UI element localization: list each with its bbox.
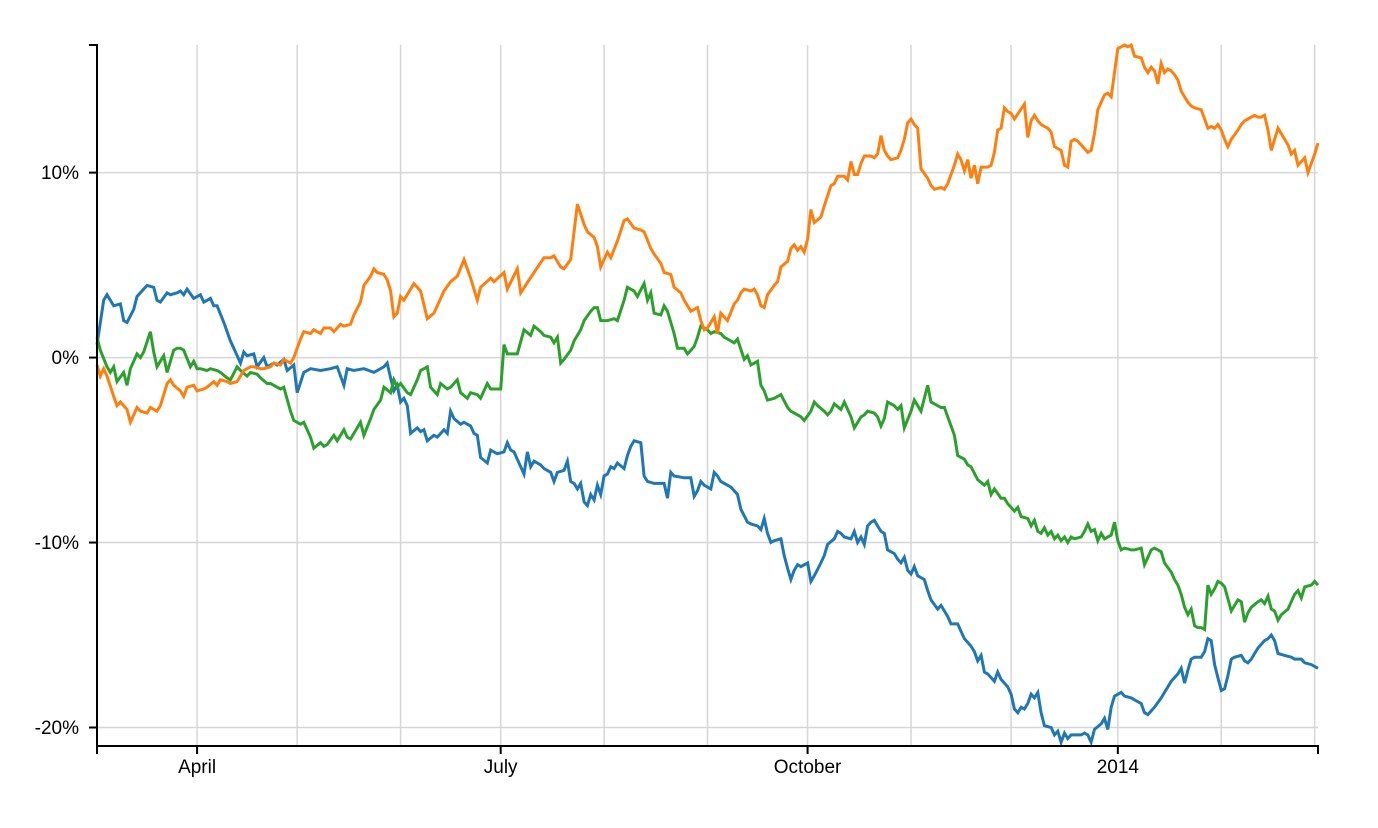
y-axis-tick-label: 0% — [52, 348, 80, 369]
series-lines — [95, 42, 1320, 748]
x-axis-tick-label: July — [484, 757, 518, 778]
y-axis-tick-label: 10% — [41, 163, 79, 184]
x-axis-tick-label: October — [774, 757, 842, 778]
y-axis-tick-label: -10% — [35, 533, 79, 554]
x-axis-tick-label: 2014 — [1097, 757, 1140, 778]
y-axis: 10% 0% -10% -20% — [35, 44, 98, 746]
x-axis: April July October 2014 — [96, 745, 1319, 778]
y-axis-tick-label: -20% — [35, 718, 79, 739]
blue-series-line — [95, 283, 1319, 748]
green-series-line — [95, 279, 1320, 632]
orange-series-line — [95, 42, 1320, 427]
x-axis-domain — [96, 745, 1319, 754]
grid — [97, 45, 1318, 746]
x-axis-tick-label: April — [178, 757, 216, 778]
y-axis-domain — [89, 44, 98, 746]
